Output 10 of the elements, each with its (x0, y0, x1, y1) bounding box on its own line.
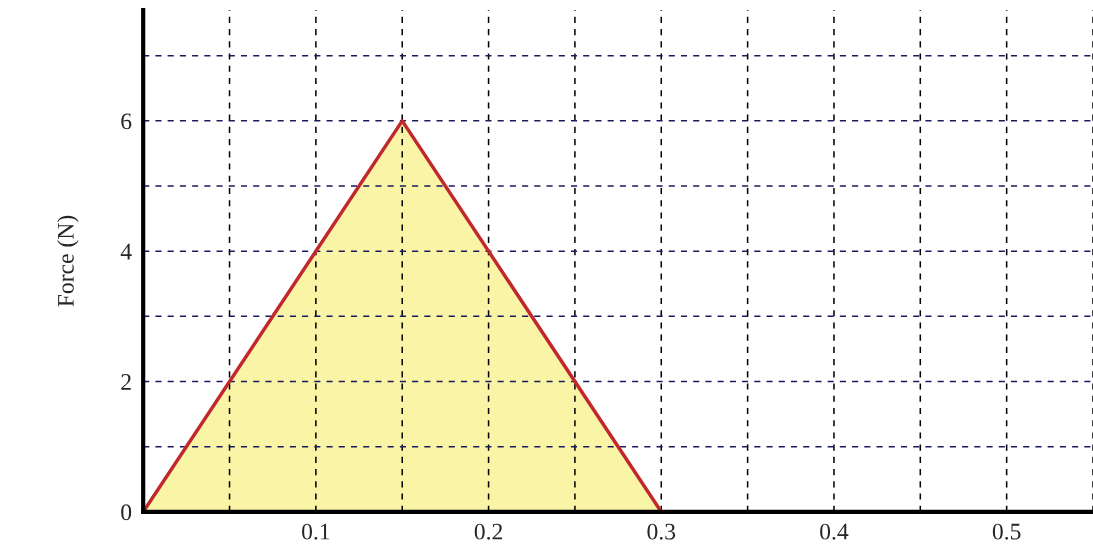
y-tick-label: 2 (121, 374, 131, 390)
x-tick-label: 0.1 (302, 523, 330, 540)
y-tick-label: 4 (120, 243, 132, 260)
y-tick-label: 0 (121, 504, 132, 521)
y-axis-title: Force (N) (57, 215, 79, 307)
x-tick-label: 0.2 (474, 523, 503, 540)
x-tick-label: 0.5 (992, 523, 1021, 540)
y-tick-label: 6 (121, 113, 132, 130)
x-tick-label: 0.4 (820, 523, 849, 540)
x-tick-label: 0.3 (647, 523, 676, 540)
